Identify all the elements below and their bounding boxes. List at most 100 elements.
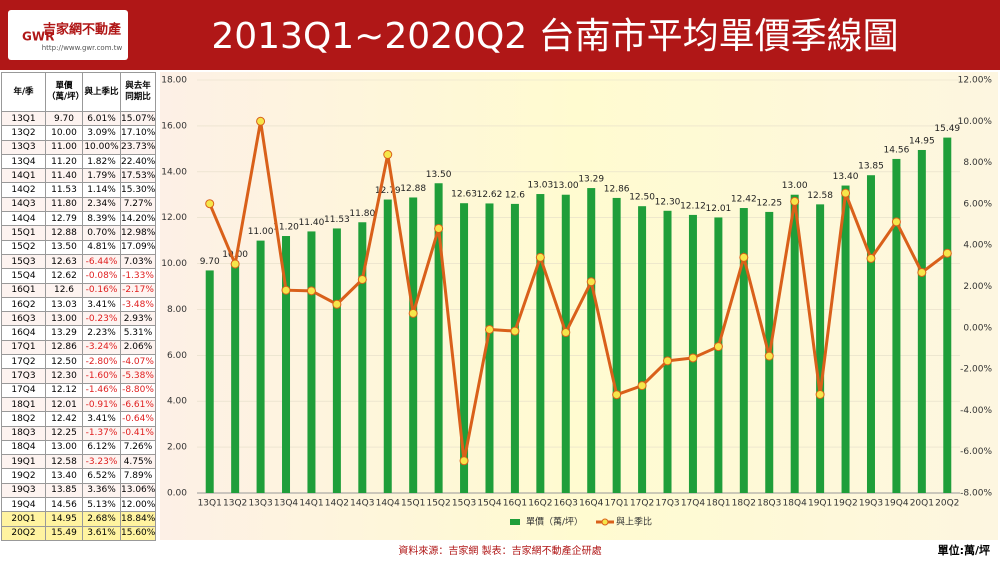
x-tick-label: 14Q2: [325, 499, 349, 509]
table-cell: 4.81%: [82, 239, 121, 255]
table-row: 13Q1 9.70 6.01% 15.07%: [1, 110, 156, 127]
bar: [460, 203, 469, 493]
bar-value-label: 12.79: [375, 186, 401, 196]
line-marker: [281, 285, 291, 295]
x-tick-label: 19Q1: [808, 499, 832, 509]
line-marker: [815, 389, 825, 399]
x-tick-label: 18Q1: [706, 499, 730, 509]
bar: [587, 188, 596, 493]
bar-value-label: 14.56: [884, 145, 910, 155]
bar-value-label: 12.50: [629, 193, 655, 203]
bar-value-label: 11.80: [349, 209, 375, 219]
line-marker: [332, 299, 342, 309]
table-row: 13Q4 11.20 1.82% 22.40%: [1, 153, 156, 170]
x-tick-label: 18Q3: [757, 499, 781, 509]
table-cell: 1.82%: [82, 153, 121, 170]
line-marker: [256, 116, 266, 126]
line-marker: [637, 381, 647, 391]
y2-tick-label: -4.00%: [960, 406, 992, 416]
bar: [307, 231, 316, 493]
table-cell: 22.40%: [120, 153, 156, 170]
line-marker: [459, 456, 469, 466]
bar-value-label: 12.58: [807, 191, 833, 201]
x-tick-label: 17Q3: [655, 499, 679, 509]
bar: [841, 185, 850, 494]
title: 2013Q1~2020Q2 台南市平均單價季線圖: [211, 16, 898, 57]
bar-value-label: 12.12: [680, 201, 706, 211]
x-tick-label: 18Q4: [783, 499, 808, 509]
bar: [332, 228, 341, 493]
line-marker: [306, 286, 316, 296]
x-tick-label: 18Q2: [732, 499, 756, 509]
line-marker: [434, 223, 444, 233]
bar: [892, 158, 901, 493]
legend-swatch: [510, 519, 520, 525]
y2-tick-label: 10.00%: [958, 117, 993, 127]
line-marker: [535, 252, 545, 262]
x-tick-label: 13Q4: [274, 499, 299, 509]
y-tick-label: 14.00: [161, 167, 187, 177]
line-marker: [205, 199, 215, 209]
bar: [256, 240, 265, 493]
x-tick-label: 17Q1: [605, 499, 629, 509]
logo: [8, 10, 128, 60]
line-marker: [612, 390, 622, 400]
line-marker: [383, 150, 393, 160]
table-row: 20Q2 15.49 3.61% 15.60%: [1, 525, 156, 541]
x-tick-label: 19Q3: [859, 499, 883, 509]
column-header: 與上季比: [82, 72, 121, 112]
table-row: 15Q3 12.63 -6.44% 7.03%: [1, 253, 156, 270]
bar: [383, 199, 392, 493]
line-marker: [357, 274, 367, 284]
y2-tick-label: -8.00%: [960, 489, 992, 499]
column-header: 與去年同期比: [120, 72, 156, 112]
line-marker: [663, 356, 673, 366]
line-marker: [841, 188, 851, 198]
line-marker: [586, 277, 596, 287]
table-cell: 15Q1: [1, 225, 46, 241]
table-cell: 17.53%: [120, 168, 156, 184]
line-marker: [917, 267, 927, 277]
line-marker: [942, 248, 952, 258]
y2-tick-label: 0.00%: [963, 323, 992, 333]
x-tick-label: 15Q4: [477, 499, 502, 509]
table-row: 15Q1 12.88 0.70% 12.98%: [1, 225, 156, 241]
x-tick-label: 20Q2: [935, 499, 959, 509]
bar-value-label: 13.85: [858, 162, 884, 172]
bar-value-label: 13.00: [553, 181, 579, 191]
bar-value-label: 13.03: [527, 181, 553, 191]
table-row: 14Q2 11.53 1.14% 15.30%: [1, 182, 156, 198]
table-cell: 17.10%: [120, 125, 156, 141]
line-marker: [510, 326, 520, 336]
bar-value-label: 9.70: [200, 257, 220, 267]
bar: [917, 149, 926, 493]
x-tick-label: 20Q1: [910, 499, 934, 509]
y-tick-label: 6.00: [167, 351, 187, 361]
bar-value-label: 13.00: [782, 181, 808, 191]
bar-value-label: 13.50: [426, 170, 452, 180]
x-tick-label: 13Q2: [223, 499, 247, 509]
line-marker: [739, 252, 749, 262]
table-row: 20Q1 14.95 2.68% 18.84%: [1, 511, 156, 527]
y-tick-label: 2.00: [167, 443, 187, 453]
x-tick-label: 14Q1: [299, 499, 323, 509]
y2-tick-label: 12.00%: [958, 76, 993, 86]
bar-value-label: 12.01: [706, 204, 732, 214]
column-header: 年/季: [1, 72, 46, 112]
table-cell: 20Q2: [1, 525, 46, 541]
y2-tick-label: 2.00%: [963, 282, 992, 292]
y2-tick-label: 8.00%: [963, 158, 992, 168]
line-marker: [713, 342, 723, 352]
bar: [561, 194, 570, 493]
bar: [943, 137, 952, 493]
y2-tick-label: 6.00%: [963, 199, 992, 209]
x-tick-label: 15Q3: [452, 499, 476, 509]
bar-value-label: 11.00: [248, 227, 274, 237]
bar-value-label: 12.86: [604, 184, 630, 194]
table-row: 13Q2 10.00 3.09% 17.10%: [1, 125, 156, 141]
table-cell: 13Q3: [1, 139, 46, 155]
table-cell: 2.34%: [82, 196, 121, 213]
logo-sub: GWR: [22, 30, 54, 44]
table-cell: 14Q2: [1, 182, 46, 198]
